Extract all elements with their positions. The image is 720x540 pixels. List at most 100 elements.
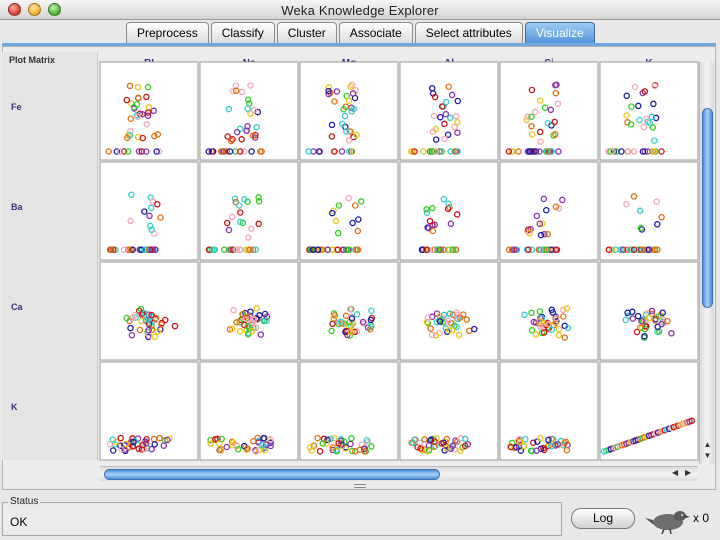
data-point xyxy=(143,440,150,447)
plot-cell-k-k[interactable] xyxy=(599,361,699,461)
data-point xyxy=(143,435,150,443)
data-point xyxy=(464,440,472,448)
data-point xyxy=(105,148,112,155)
data-point xyxy=(440,195,448,203)
tab-associate[interactable]: Associate xyxy=(338,22,413,44)
minimize-window-button[interactable] xyxy=(28,3,41,16)
data-point xyxy=(559,196,566,204)
tab-classify[interactable]: Classify xyxy=(210,22,275,44)
data-point xyxy=(305,148,312,155)
vertical-scrollbar[interactable]: ▲ ▼ xyxy=(699,62,714,464)
data-point xyxy=(444,131,452,138)
data-point xyxy=(316,447,324,455)
data-point xyxy=(329,446,337,454)
data-point xyxy=(250,316,258,324)
close-window-button[interactable] xyxy=(8,3,21,16)
data-point xyxy=(640,123,648,131)
vertical-scroll-thumb[interactable] xyxy=(702,108,713,308)
data-point xyxy=(236,202,243,209)
scroll-down-arrow-icon[interactable]: ▼ xyxy=(703,451,712,460)
horizontal-scrollbar[interactable]: ◀ ▶ xyxy=(100,466,698,481)
data-point xyxy=(249,246,257,253)
data-point xyxy=(335,202,343,209)
data-point xyxy=(446,246,453,253)
panel-splitter-handle[interactable] xyxy=(354,484,366,488)
data-point xyxy=(106,440,114,448)
data-point xyxy=(325,84,333,91)
data-point xyxy=(429,204,436,212)
data-point xyxy=(223,219,231,227)
zoom-window-button[interactable] xyxy=(48,3,61,16)
plot-cell-fe-ri[interactable] xyxy=(99,61,199,161)
plot-cell-k-ri[interactable] xyxy=(99,361,199,461)
data-point xyxy=(627,121,635,128)
log-button[interactable]: Log xyxy=(571,508,635,529)
data-point xyxy=(149,198,157,205)
data-point xyxy=(528,113,535,120)
data-point xyxy=(630,148,638,155)
data-point xyxy=(442,444,450,452)
tab-select-attributes[interactable]: Select attributes xyxy=(414,22,523,44)
data-point xyxy=(122,440,130,448)
data-point xyxy=(645,314,653,322)
data-point xyxy=(123,134,131,142)
data-point xyxy=(651,246,659,253)
tab-bar: Preprocess Classify Cluster Associate Se… xyxy=(126,22,597,44)
data-point xyxy=(335,439,342,447)
data-point xyxy=(438,148,445,155)
horizontal-scroll-thumb[interactable] xyxy=(104,469,440,480)
data-point xyxy=(129,442,137,450)
data-point xyxy=(345,137,353,144)
data-point xyxy=(252,324,260,332)
data-point xyxy=(537,434,544,442)
plot-cell-fe-k[interactable] xyxy=(599,61,699,161)
tab-preprocess[interactable]: Preprocess xyxy=(126,22,209,44)
plot-cell-fe-al[interactable] xyxy=(399,61,499,161)
data-point xyxy=(516,438,524,446)
data-point xyxy=(553,81,560,88)
data-point xyxy=(444,317,452,325)
plot-cell-ca-ri[interactable] xyxy=(99,261,199,361)
data-point xyxy=(560,313,567,320)
plot-cell-ba-ri[interactable] xyxy=(99,161,199,261)
tab-cluster[interactable]: Cluster xyxy=(276,22,337,44)
data-point xyxy=(537,138,544,145)
data-point xyxy=(244,323,252,330)
data-point xyxy=(446,114,454,122)
data-point xyxy=(641,332,648,340)
data-point xyxy=(607,148,614,155)
data-point xyxy=(208,148,216,155)
plot-cell-ba-k[interactable] xyxy=(599,161,699,261)
data-point xyxy=(544,119,552,127)
data-point xyxy=(128,331,136,339)
data-point xyxy=(341,112,349,120)
scroll-up-arrow-icon[interactable]: ▲ xyxy=(703,440,712,449)
plot-cell-ba-na[interactable] xyxy=(199,161,299,261)
data-point xyxy=(635,102,642,110)
scroll-left-arrow-icon[interactable]: ◀ xyxy=(672,468,679,477)
data-point xyxy=(224,133,231,140)
data-point xyxy=(552,89,560,97)
scroll-right-arrow-icon[interactable]: ▶ xyxy=(685,468,692,477)
data-point xyxy=(127,217,134,225)
weka-bird-icon[interactable] xyxy=(644,506,690,534)
data-point xyxy=(428,331,436,339)
data-point xyxy=(554,100,562,107)
data-point xyxy=(151,441,158,448)
status-label: Status xyxy=(8,496,41,507)
tab-underline xyxy=(2,43,716,46)
data-point xyxy=(306,444,314,451)
data-point xyxy=(511,246,518,253)
data-point xyxy=(241,321,248,329)
window-title: Weka Knowledge Explorer xyxy=(281,3,439,18)
data-point xyxy=(636,116,643,124)
data-point xyxy=(238,88,246,96)
plot-cell-k-na[interactable] xyxy=(199,361,299,461)
data-point xyxy=(150,107,157,115)
plot-cell-ca-na[interactable] xyxy=(199,261,299,361)
plot-cell-ba-mg[interactable] xyxy=(299,161,399,261)
data-point xyxy=(563,305,571,312)
tab-visualize[interactable]: Visualize xyxy=(524,22,595,44)
data-point xyxy=(441,135,448,143)
